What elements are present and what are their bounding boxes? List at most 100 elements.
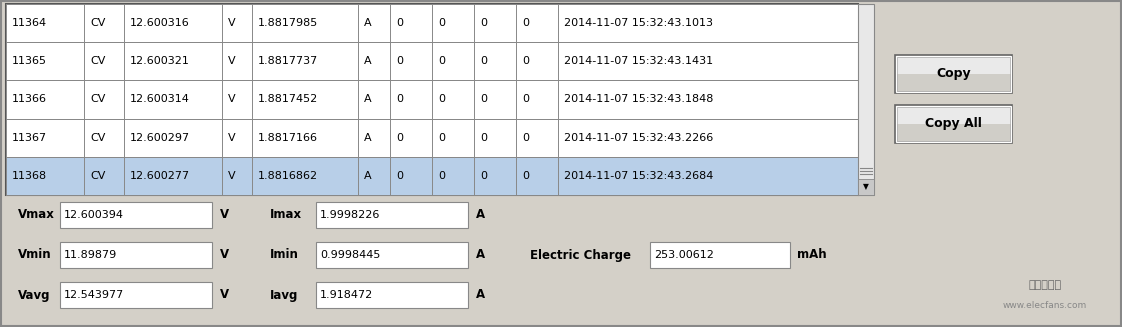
Text: 1.8817985: 1.8817985 bbox=[258, 18, 319, 28]
Bar bbox=[896, 57, 1010, 91]
Text: 0: 0 bbox=[522, 95, 528, 105]
Text: A: A bbox=[364, 95, 371, 105]
Text: 12.600314: 12.600314 bbox=[130, 95, 190, 105]
Bar bbox=[59, 202, 212, 228]
Bar bbox=[650, 242, 790, 268]
Text: A: A bbox=[364, 171, 371, 181]
Text: 0: 0 bbox=[438, 133, 445, 143]
Text: 0: 0 bbox=[480, 171, 487, 181]
Bar bbox=[6, 157, 858, 195]
Bar bbox=[896, 74, 1011, 92]
Bar bbox=[895, 55, 1012, 93]
Text: 0: 0 bbox=[480, 56, 487, 66]
Bar bbox=[6, 4, 858, 42]
Text: Copy: Copy bbox=[936, 67, 971, 80]
Text: A: A bbox=[364, 133, 371, 143]
Bar bbox=[895, 105, 1012, 143]
Bar bbox=[6, 80, 858, 119]
Text: A: A bbox=[476, 288, 485, 301]
Text: 11365: 11365 bbox=[12, 56, 47, 66]
Bar bbox=[316, 242, 468, 268]
Text: 1.918472: 1.918472 bbox=[320, 290, 374, 300]
Text: CV: CV bbox=[90, 95, 105, 105]
Text: 11366: 11366 bbox=[12, 95, 47, 105]
Text: A: A bbox=[364, 56, 371, 66]
Text: Copy All: Copy All bbox=[925, 117, 982, 130]
Text: Imin: Imin bbox=[270, 249, 298, 262]
Text: 0: 0 bbox=[522, 133, 528, 143]
Text: V: V bbox=[228, 95, 236, 105]
Text: Electric Charge: Electric Charge bbox=[530, 249, 631, 262]
Text: 12.543977: 12.543977 bbox=[64, 290, 125, 300]
Text: V: V bbox=[220, 288, 229, 301]
Text: 0: 0 bbox=[522, 171, 528, 181]
Text: 0: 0 bbox=[438, 56, 445, 66]
Text: 2014-11-07 15:32:43.2684: 2014-11-07 15:32:43.2684 bbox=[564, 171, 714, 181]
Text: Vmin: Vmin bbox=[18, 249, 52, 262]
Bar bbox=[59, 242, 212, 268]
Bar bbox=[6, 42, 858, 80]
Text: 1.8817166: 1.8817166 bbox=[258, 133, 318, 143]
Bar bbox=[896, 106, 1011, 125]
Text: V: V bbox=[220, 249, 229, 262]
Text: 1.9998226: 1.9998226 bbox=[320, 210, 380, 220]
Text: 0: 0 bbox=[396, 18, 403, 28]
Text: 0: 0 bbox=[396, 56, 403, 66]
Bar bbox=[316, 202, 468, 228]
Bar bbox=[316, 282, 468, 308]
Text: A: A bbox=[364, 18, 371, 28]
Text: 253.00612: 253.00612 bbox=[654, 250, 714, 260]
Text: 0: 0 bbox=[396, 171, 403, 181]
Text: A: A bbox=[476, 249, 485, 262]
Text: 12.600297: 12.600297 bbox=[130, 133, 190, 143]
Text: 12.600394: 12.600394 bbox=[64, 210, 125, 220]
Text: 0.9998445: 0.9998445 bbox=[320, 250, 380, 260]
Text: 12.600321: 12.600321 bbox=[130, 56, 190, 66]
Text: 11.89879: 11.89879 bbox=[64, 250, 118, 260]
Text: 1.8817737: 1.8817737 bbox=[258, 56, 319, 66]
Text: V: V bbox=[228, 56, 236, 66]
Bar bbox=[896, 106, 1011, 142]
Text: 0: 0 bbox=[480, 18, 487, 28]
Text: A: A bbox=[476, 209, 485, 221]
Text: CV: CV bbox=[90, 56, 105, 66]
Text: 12.600316: 12.600316 bbox=[130, 18, 190, 28]
Text: 2014-11-07 15:32:43.1431: 2014-11-07 15:32:43.1431 bbox=[564, 56, 714, 66]
Bar bbox=[59, 282, 212, 308]
Text: V: V bbox=[220, 209, 229, 221]
Bar bbox=[896, 107, 1010, 141]
Text: Iavg: Iavg bbox=[270, 288, 298, 301]
Text: 2014-11-07 15:32:43.2266: 2014-11-07 15:32:43.2266 bbox=[564, 133, 714, 143]
Text: V: V bbox=[228, 18, 236, 28]
Text: Vmax: Vmax bbox=[18, 209, 55, 221]
Text: ▼: ▼ bbox=[863, 182, 868, 192]
Text: 0: 0 bbox=[396, 133, 403, 143]
Text: 11364: 11364 bbox=[12, 18, 47, 28]
Bar bbox=[896, 56, 1011, 92]
Text: mAh: mAh bbox=[797, 249, 827, 262]
Text: www.elecfans.com: www.elecfans.com bbox=[1003, 301, 1087, 309]
Text: Vavg: Vavg bbox=[18, 288, 50, 301]
Text: 0: 0 bbox=[438, 95, 445, 105]
Text: 11367: 11367 bbox=[12, 133, 47, 143]
Text: Imax: Imax bbox=[270, 209, 302, 221]
Text: 11368: 11368 bbox=[12, 171, 47, 181]
Text: 2014-11-07 15:32:43.1013: 2014-11-07 15:32:43.1013 bbox=[564, 18, 712, 28]
Text: 0: 0 bbox=[480, 95, 487, 105]
Text: 2014-11-07 15:32:43.1848: 2014-11-07 15:32:43.1848 bbox=[564, 95, 714, 105]
Bar bbox=[896, 124, 1011, 142]
Text: 1.8816862: 1.8816862 bbox=[258, 171, 319, 181]
Text: 0: 0 bbox=[438, 171, 445, 181]
Text: 1.8817452: 1.8817452 bbox=[258, 95, 319, 105]
Text: 0: 0 bbox=[522, 18, 528, 28]
Text: V: V bbox=[228, 133, 236, 143]
Text: 0: 0 bbox=[522, 56, 528, 66]
Bar bbox=[858, 4, 874, 195]
Bar bbox=[6, 4, 858, 195]
Text: CV: CV bbox=[90, 18, 105, 28]
Bar bbox=[858, 179, 874, 195]
Text: 0: 0 bbox=[396, 95, 403, 105]
Text: 12.600277: 12.600277 bbox=[130, 171, 190, 181]
Bar bbox=[6, 119, 858, 157]
Text: 0: 0 bbox=[438, 18, 445, 28]
